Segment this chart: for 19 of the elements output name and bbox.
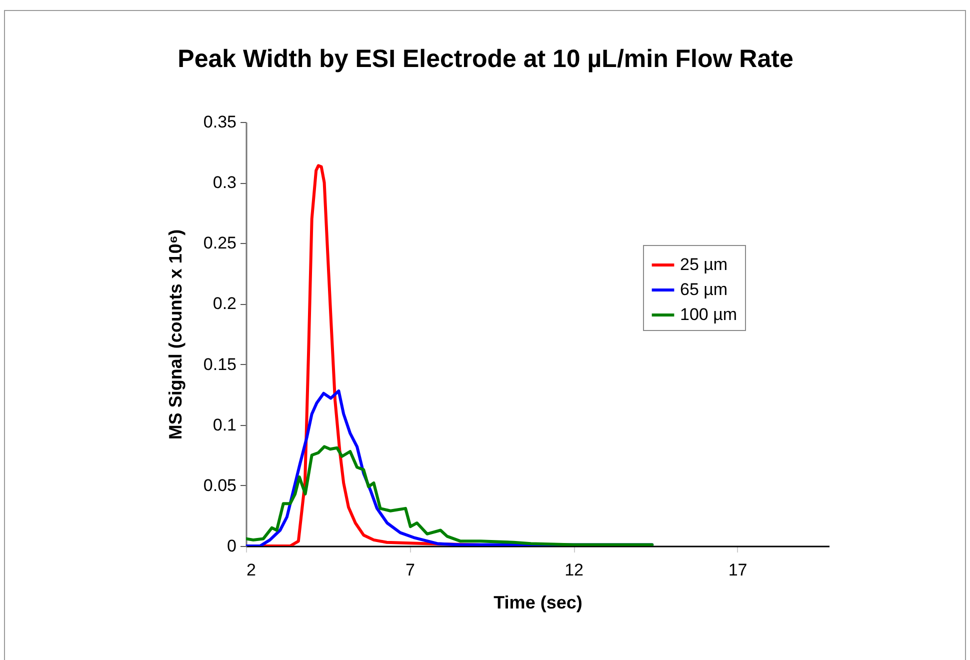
y-tick-label: 0.1 xyxy=(212,415,236,434)
y-tick-label: 0.15 xyxy=(203,354,236,374)
y-tick-label: 0 xyxy=(227,536,236,556)
legend-label: 100 µm xyxy=(680,305,738,324)
y-tick-label: 0.25 xyxy=(203,234,236,253)
y-tick-label: 0.2 xyxy=(212,294,236,314)
y-tick-label: 0.3 xyxy=(212,173,236,192)
chart-title: Peak Width by ESI Electrode at 10 µL/min Flow Rate xyxy=(178,45,794,73)
y-tick-label: 0.35 xyxy=(203,112,236,132)
y-axis-title: MS Signal (counts x 10⁶) xyxy=(165,229,186,440)
legend-label: 25 µm xyxy=(680,255,728,274)
line-series xyxy=(246,445,654,546)
x-tick-label: 12 xyxy=(564,560,584,580)
x-axis-title: Time (sec) xyxy=(494,592,582,612)
x-tick-label: 7 xyxy=(406,560,415,580)
x-tick-label: 2 xyxy=(246,560,256,580)
legend-label: 65 µm xyxy=(680,280,728,299)
x-tick-label: 17 xyxy=(728,560,748,580)
y-tick-label: 0.05 xyxy=(203,476,236,495)
